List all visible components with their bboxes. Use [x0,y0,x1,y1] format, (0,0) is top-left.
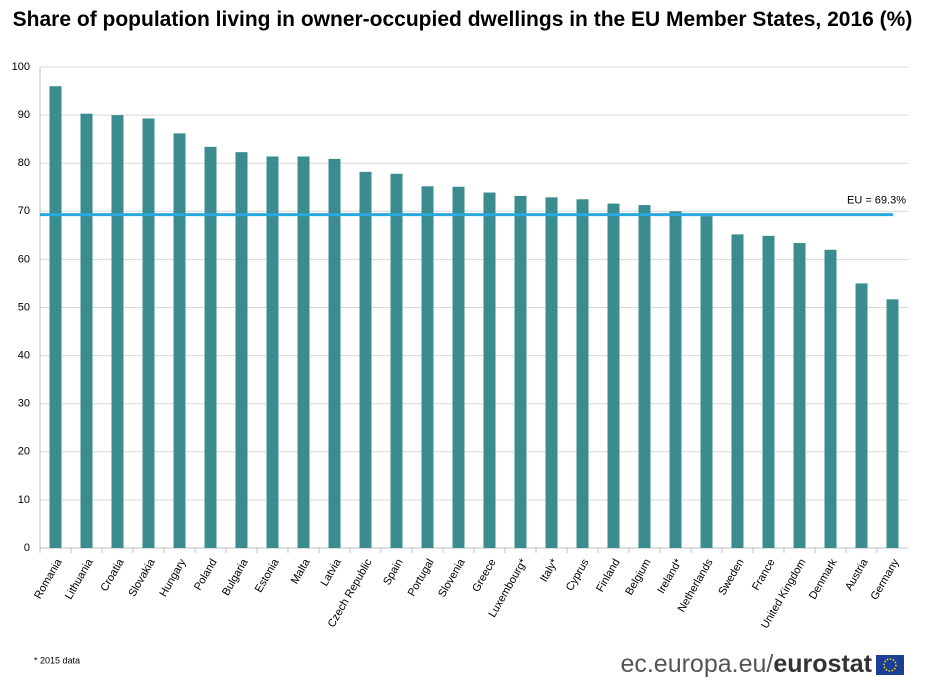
x-tick-label: Spain [381,557,405,587]
x-tick-label: Romania [32,556,65,601]
x-tick-label: Finland [594,557,622,594]
reference-label: EU = 69.3% [847,195,906,207]
y-tick-label: 10 [18,494,30,506]
bar [886,299,899,548]
y-tick-label: 50 [18,301,30,313]
footnote: * 2015 data [34,655,80,665]
bar [142,118,155,548]
bar [266,156,279,548]
bar [762,235,775,548]
bar [80,113,93,549]
y-tick-label: 0 [24,542,30,554]
bar [855,283,868,548]
x-tick-label: Estonia [253,556,282,595]
y-tick-label: 80 [18,157,30,169]
y-tick-label: 30 [18,398,30,410]
bar [359,171,372,548]
x-tick-label: Ireland* [655,556,685,595]
x-tick-label: Latvia [319,556,345,588]
bar [824,249,837,548]
x-tick-label: Malta [289,556,313,586]
y-tick-label: 100 [12,61,30,73]
bar [483,192,496,548]
x-tick-label: Bulgaria [220,556,251,598]
x-tick-label: Belgium [623,557,653,597]
x-tick-label: Austria [843,556,871,592]
x-tick-label: Slovenia [436,556,468,599]
x-tick-label: Portugal [406,557,437,598]
bar [576,199,589,548]
bar [638,205,651,548]
bar [514,195,527,548]
x-tick-label: Hungary [157,557,188,599]
bar [452,186,465,549]
eu-flag [876,655,904,675]
x-tick-label: France [750,557,778,593]
bar [421,186,434,548]
bar [545,197,558,548]
bar [297,156,310,548]
y-tick-label: 90 [18,109,30,121]
source-domain: ec.europa.eu/ [620,650,773,678]
x-tick-label: Germany [869,557,902,603]
bar [390,173,403,549]
bar [173,133,186,549]
x-tick-label: Lithuania [63,556,96,601]
bar [204,146,217,548]
x-tick-label: Poland [192,557,220,593]
y-tick-label: 60 [18,253,30,265]
bar [700,216,713,549]
bar [793,243,806,548]
y-tick-label: 20 [18,446,30,458]
y-tick-label: 70 [18,205,30,217]
source-brand: eurostat [773,650,872,678]
chart-title: Share of population living in owner-occu… [12,8,913,31]
x-tick-label: Slovakia [126,556,158,599]
x-tick-label: Cyprus [564,557,592,594]
bar [235,152,248,548]
y-tick-label: 40 [18,350,30,362]
x-tick-label: Denmark [807,557,840,602]
bar [669,211,682,549]
x-tick-label: Croatia [98,556,127,593]
x-tick-label: Italy* [538,556,561,584]
bar [731,234,744,548]
source: ec.europa.eu/eurostat [620,650,872,678]
bar [328,158,341,548]
x-tick-label: Sweden [716,557,746,597]
bar [111,115,124,548]
x-tick-label: Greece [470,557,498,594]
bar [49,86,62,549]
bar [607,203,620,548]
